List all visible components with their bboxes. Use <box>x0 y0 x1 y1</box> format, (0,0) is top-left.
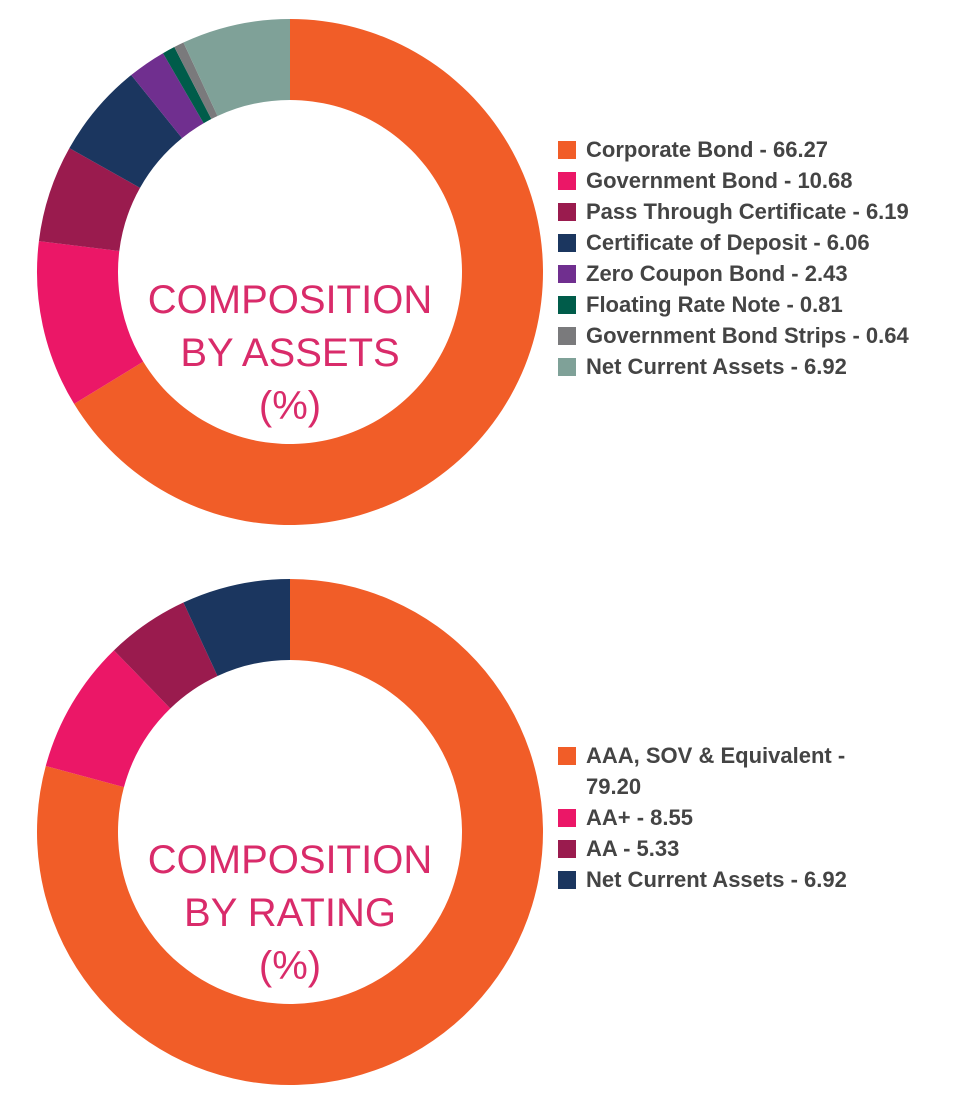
legend-label: Certificate of Deposit - 6.06 <box>586 230 870 255</box>
legend-label: Floating Rate Note - 0.81 <box>586 292 843 317</box>
legend-item: Corporate Bond - 66.27 <box>558 134 958 165</box>
rating-donut-chart <box>36 579 543 1085</box>
donut-slice-aa- <box>45 650 171 788</box>
legend-label: Net Current Assets - 6.92 <box>586 354 847 379</box>
legend-swatch <box>558 265 576 283</box>
donut-slice-aaa-sov-equivalent <box>36 579 543 1085</box>
legend-item: Pass Through Certificate - 6.19 <box>558 196 958 227</box>
legend-item: Zero Coupon Bond - 2.43 <box>558 258 958 289</box>
legend-swatch <box>558 809 576 827</box>
assets-legend: Corporate Bond - 66.27 Government Bond - … <box>558 134 958 382</box>
donut-slice-zero-coupon-bond <box>131 53 204 139</box>
legend-label: AAA, SOV & Equivalent - 79.20 <box>586 743 846 799</box>
legend-swatch <box>558 327 576 345</box>
legend-label: Corporate Bond - 66.27 <box>586 137 829 162</box>
donut-slice-net-current-assets <box>183 19 290 117</box>
title-line: BY ASSETS <box>180 331 400 375</box>
rating-center-title: COMPOSITION BY RATING (%) <box>120 834 460 993</box>
donut-slice-government-bond <box>37 241 144 404</box>
legend-item: Government Bond - 10.68 <box>558 165 958 196</box>
donut-slice-aa <box>113 602 218 709</box>
legend-swatch <box>558 203 576 221</box>
legend-label: AA - 5.33 <box>586 836 680 861</box>
rating-legend: AAA, SOV & Equivalent - 79.20 AA+ - 8.55 A… <box>558 740 888 895</box>
donut-slice-floating-rate-note <box>162 47 212 124</box>
title-line: COMPOSITION <box>147 278 433 322</box>
legend-item: Net Current Assets - 6.92 <box>558 864 888 895</box>
legend-swatch <box>558 358 576 376</box>
legend-label: Net Current Assets - 6.92 <box>586 867 847 892</box>
legend-swatch <box>558 296 576 314</box>
legend-swatch <box>558 747 576 765</box>
legend-label: Government Bond Strips - 0.64 <box>586 323 909 348</box>
legend-label: Government Bond - 10.68 <box>586 168 853 193</box>
title-line: BY RATING <box>184 891 396 935</box>
title-line: COMPOSITION <box>147 838 433 882</box>
legend-item: Floating Rate Note - 0.81 <box>558 289 958 320</box>
legend-item: Certificate of Deposit - 6.06 <box>558 227 958 258</box>
donut-slice-certificate-of-deposit <box>69 75 183 188</box>
legend-item: AA+ - 8.55 <box>558 802 888 833</box>
legend-swatch <box>558 871 576 889</box>
legend-label: Zero Coupon Bond - 2.43 <box>586 261 848 286</box>
legend-item: Government Bond Strips - 0.64 <box>558 320 958 351</box>
assets-donut-chart <box>37 19 543 525</box>
legend-swatch <box>558 172 576 190</box>
donut-slice-government-bond-strips <box>174 42 218 120</box>
title-line: (%) <box>258 944 322 988</box>
legend-item: AAA, SOV & Equivalent - 79.20 <box>558 740 888 802</box>
donut-slice-net-current-assets <box>183 579 290 677</box>
legend-item: AA - 5.33 <box>558 833 888 864</box>
donut-slice-pass-through-certificate <box>38 148 141 251</box>
legend-swatch <box>558 840 576 858</box>
donut-slice-corporate-bond <box>74 19 543 525</box>
legend-item: Net Current Assets - 6.92 <box>558 351 958 382</box>
assets-center-title: COMPOSITION BY ASSETS (%) <box>120 274 460 433</box>
legend-swatch <box>558 234 576 252</box>
title-line: (%) <box>258 384 322 428</box>
legend-label: AA+ - 8.55 <box>586 805 693 830</box>
legend-swatch <box>558 141 576 159</box>
legend-label: Pass Through Certificate - 6.19 <box>586 199 909 224</box>
